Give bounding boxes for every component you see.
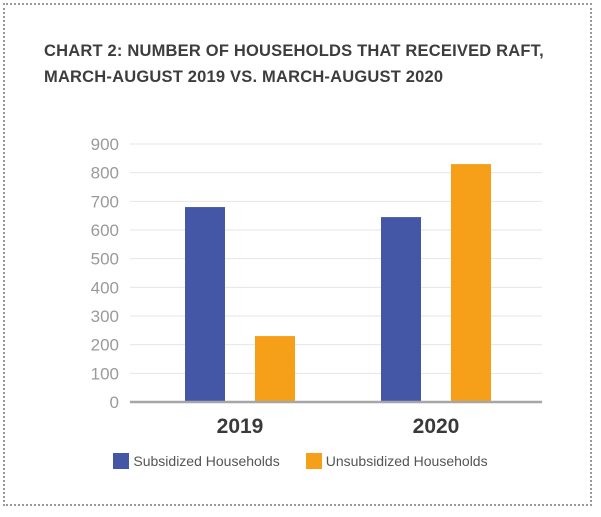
chart-title: CHART 2: NUMBER OF HOUSEHOLDS THAT RECEI…: [44, 42, 544, 86]
legend-label-subsidized: Subsidized Households: [133, 453, 280, 469]
x-axis-labels: 2019 2020: [217, 415, 460, 438]
legend-item-subsidized: Subsidized Households: [113, 453, 280, 469]
bar-subsidized-2020: [381, 217, 421, 402]
y-tick-label: 500: [91, 250, 119, 269]
y-tick-label: 200: [91, 336, 119, 355]
chart-frame: [3, 3, 592, 506]
x-tick-label: 2020: [413, 415, 460, 438]
y-tick-label: 700: [91, 192, 119, 211]
bar-subsidized-2019: [185, 207, 225, 402]
y-tick-label: 0: [110, 393, 119, 412]
x-tick-label: 2019: [217, 415, 264, 438]
legend: Subsidized Households Unsubsidized House…: [0, 453, 601, 469]
y-tick-label: 100: [91, 364, 119, 383]
y-axis-ticks: 0 100 200 300 400 500 600 700 800 900: [91, 135, 119, 412]
y-tick-label: 600: [91, 221, 119, 240]
y-tick-label: 300: [91, 307, 119, 326]
legend-swatch-unsubsidized: [305, 453, 322, 469]
legend-item-unsubsidized: Unsubsidized Households: [305, 453, 488, 469]
bar-unsubsidized-2020: [451, 164, 491, 402]
y-tick-label: 900: [91, 135, 119, 154]
legend-label-unsubsidized: Unsubsidized Households: [325, 453, 488, 469]
y-tick-label: 400: [91, 278, 119, 297]
bars: [185, 164, 491, 402]
legend-swatch-subsidized: [113, 453, 130, 469]
bar-unsubsidized-2019: [255, 336, 295, 402]
y-tick-label: 800: [91, 164, 119, 183]
